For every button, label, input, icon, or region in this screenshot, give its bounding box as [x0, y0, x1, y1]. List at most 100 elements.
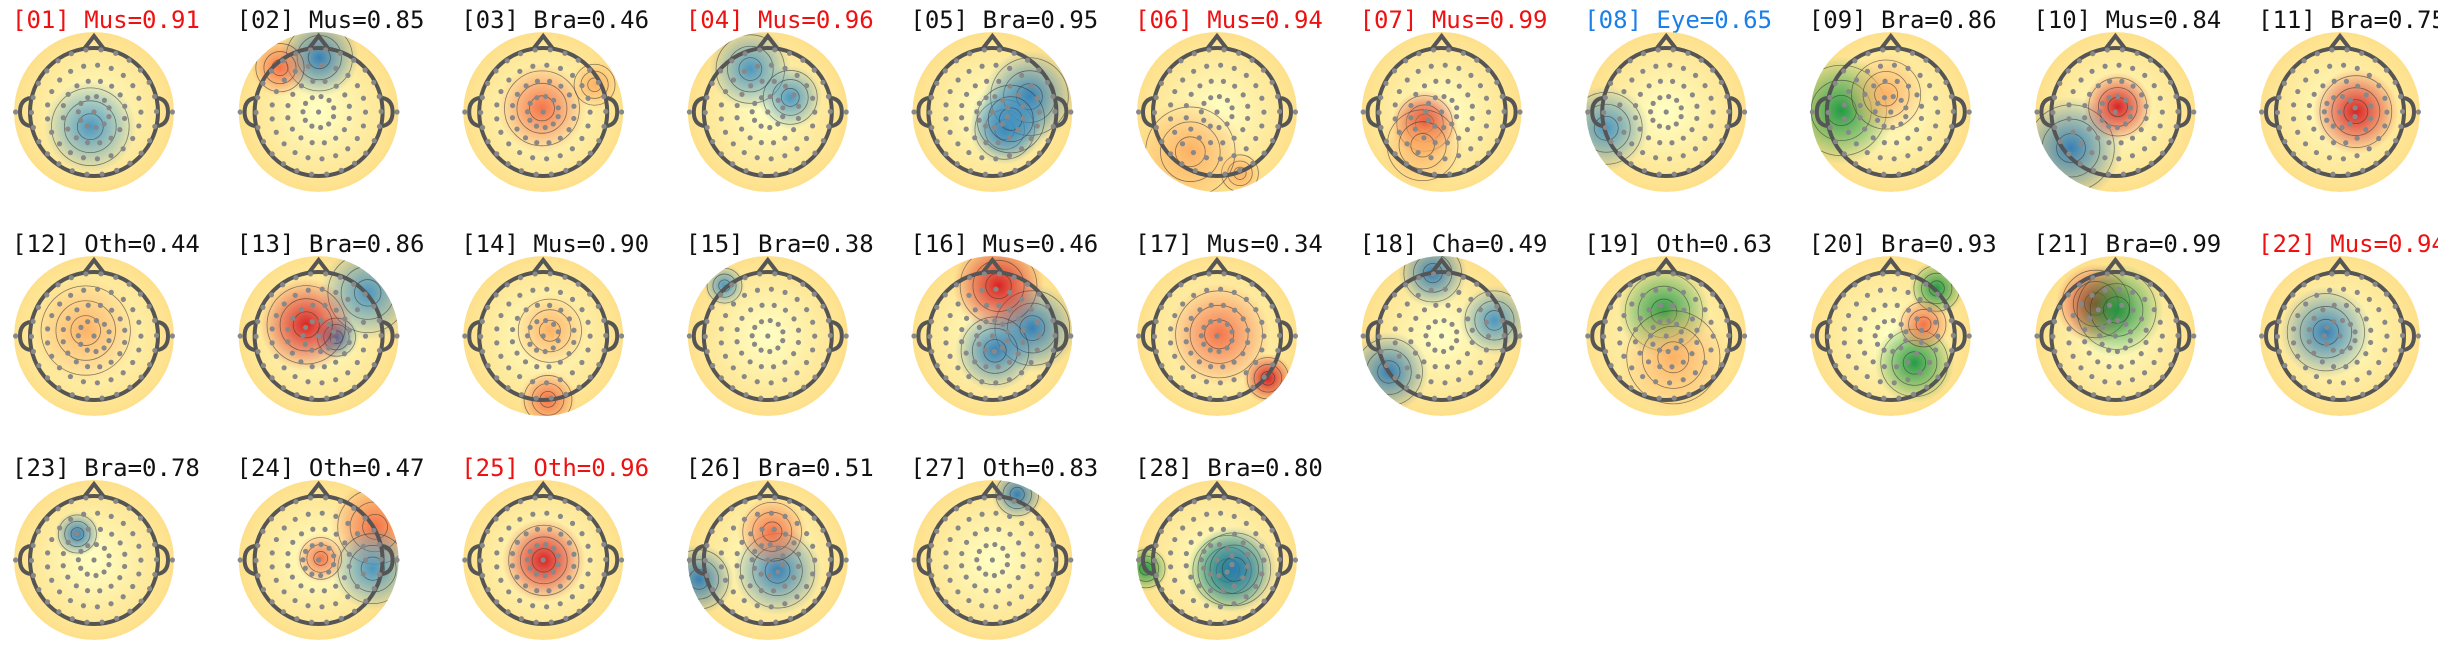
- electrode: [1585, 333, 1591, 339]
- electrode: [117, 351, 123, 357]
- electrode: [1024, 281, 1031, 287]
- electrode: [1646, 83, 1652, 89]
- electrode: [754, 63, 761, 69]
- electrode: [2090, 275, 2096, 281]
- electrode: [1966, 333, 1972, 339]
- electrode: [927, 557, 933, 564]
- electrode: [2066, 340, 2072, 346]
- electrode: [2095, 83, 2101, 89]
- electrode: [1485, 109, 1492, 115]
- electrode: [2078, 365, 2084, 371]
- electrode: [44, 151, 51, 157]
- electrode: [1653, 63, 1659, 69]
- electrode: [1923, 57, 1929, 63]
- electrode: [351, 505, 357, 511]
- electrode: [982, 171, 988, 177]
- electrode: [378, 332, 384, 339]
- electrode: [146, 527, 152, 534]
- electrode: [983, 140, 989, 146]
- electrode: [83, 271, 89, 277]
- electrode: [1657, 302, 1664, 308]
- electrode: [911, 333, 917, 339]
- electrode: [316, 109, 322, 115]
- electrode: [114, 167, 120, 173]
- electrode: [1477, 83, 1484, 89]
- electrode: [28, 109, 35, 116]
- electrode: [2107, 78, 2113, 84]
- electrode: [981, 47, 987, 53]
- electrode: [1015, 316, 1022, 322]
- contour-line: [1593, 115, 1619, 141]
- topomap: [27] Oth=0.83: [910, 454, 1098, 640]
- electrode: [752, 100, 758, 106]
- electrode: [963, 315, 970, 321]
- electrode: [302, 324, 309, 330]
- electrode: [1474, 281, 1480, 287]
- electrode: [2116, 380, 2122, 386]
- electrode: [533, 619, 539, 625]
- contour-line: [2319, 75, 2393, 148]
- electrode: [1862, 315, 1868, 321]
- electrode: [754, 287, 761, 293]
- electrode: [1621, 353, 1627, 359]
- electrode: [2116, 156, 2122, 162]
- electrode: [1719, 138, 1725, 144]
- electrode: [1243, 520, 1249, 526]
- electrode: [1024, 57, 1031, 63]
- electrode: [1229, 562, 1235, 568]
- electrode: [1602, 124, 1609, 131]
- electrode: [562, 498, 568, 504]
- electrode: [2130, 65, 2136, 71]
- electrode: [524, 557, 531, 563]
- electrode: [1180, 301, 1186, 307]
- electrode: [2399, 108, 2406, 115]
- electrode: [967, 499, 973, 505]
- electrode: [509, 326, 516, 333]
- topomap: [07] Mus=0.99: [1360, 6, 1547, 192]
- electrode: [2295, 312, 2301, 319]
- electrode: [2157, 95, 2163, 101]
- electrode: [1204, 511, 1210, 517]
- electrode: [342, 540, 348, 546]
- electrode: [1686, 391, 1692, 397]
- electrode: [1881, 95, 1888, 101]
- electrode: [478, 557, 484, 564]
- electrode: [35, 528, 41, 534]
- electrode: [928, 542, 935, 549]
- electrode: [2290, 375, 2297, 381]
- topomap: [12] Oth=0.44: [12, 230, 200, 416]
- electrode: [1413, 315, 1419, 321]
- electrode: [280, 161, 287, 167]
- contour-line: [687, 559, 720, 600]
- electrode: [1249, 505, 1255, 511]
- electrode: [316, 557, 322, 563]
- electrode: [1403, 58, 1409, 64]
- electrode: [768, 380, 774, 386]
- electrode: [557, 153, 563, 159]
- electrode: [1474, 57, 1480, 63]
- electrode: [571, 327, 577, 333]
- electrode: [101, 321, 108, 327]
- electrode: [1657, 140, 1663, 146]
- electrode: [2168, 138, 2174, 144]
- electrode: [2339, 93, 2346, 100]
- electrode: [351, 281, 357, 287]
- electrode: [1629, 141, 1635, 147]
- electrode: [533, 123, 540, 129]
- electrode: [2151, 83, 2157, 89]
- electrode: [95, 62, 101, 68]
- electrode: [2363, 127, 2369, 133]
- electrode: [1896, 171, 1902, 177]
- electrode: [1068, 333, 1074, 339]
- electrode: [1415, 292, 1421, 298]
- electrode: [255, 124, 261, 131]
- electrode: [1201, 341, 1207, 347]
- electrode: [739, 126, 745, 132]
- electrode: [963, 91, 970, 97]
- electrode: [2173, 123, 2179, 130]
- electrode: [569, 520, 576, 526]
- electrode: [319, 62, 325, 68]
- electrode: [1430, 271, 1437, 277]
- nose: [1430, 256, 1454, 275]
- contour-line: [1902, 351, 1927, 375]
